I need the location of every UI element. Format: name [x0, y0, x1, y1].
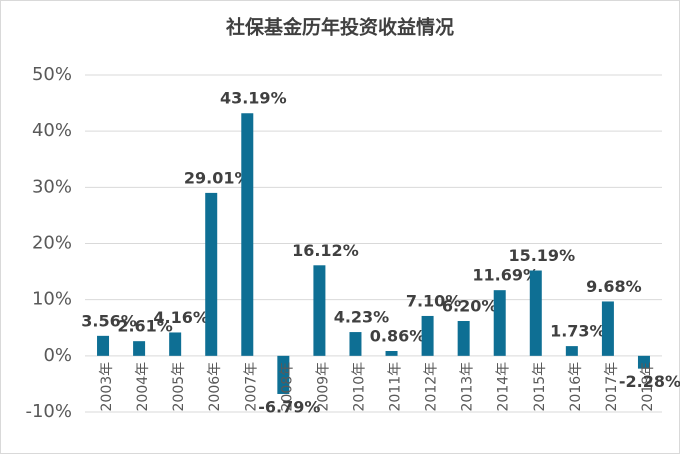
bar [529, 270, 542, 356]
x-tick-label: 2005年 [171, 362, 187, 412]
value-label: 4.16% [153, 308, 209, 327]
y-tick-label: 0% [43, 345, 72, 366]
value-label: 11.69% [472, 266, 539, 285]
value-label: 16.12% [292, 241, 359, 260]
y-tick-label: 10% [32, 289, 72, 310]
y-tick-label: 40% [32, 120, 72, 141]
x-tick-label: 2014年 [496, 362, 512, 412]
value-label: 43.19% [220, 89, 287, 108]
bar [637, 355, 650, 369]
value-label: 0.86% [370, 327, 426, 346]
value-label: 29.01% [184, 168, 251, 187]
bar [169, 332, 182, 356]
bar [421, 315, 434, 356]
x-tick-label: 2009年 [315, 362, 331, 412]
bar [385, 351, 398, 356]
bar [205, 192, 218, 356]
value-label: 2.61% [117, 317, 173, 336]
x-tick-label: 2008年 [279, 362, 295, 412]
value-label: 4.23% [334, 308, 390, 327]
x-tick-label: 2010年 [351, 362, 367, 412]
x-tick-label: 2016年 [568, 362, 584, 412]
value-label: 7.10% [406, 291, 462, 310]
x-tick-label: 2013年 [460, 362, 476, 412]
value-label: 6.20% [442, 297, 498, 316]
bar [97, 335, 110, 356]
x-tick-label: 2011年 [388, 362, 404, 412]
y-tick-label: 50% [32, 64, 72, 85]
x-tick-label: 2007年 [243, 362, 259, 412]
value-label: 9.68% [586, 277, 642, 296]
value-label: -2.28% [619, 372, 680, 391]
y-tick-label: 20% [32, 233, 72, 254]
bar [457, 321, 470, 356]
value-label: 15.19% [508, 246, 575, 265]
bar [277, 355, 290, 394]
x-tick-label: 2018年 [640, 362, 656, 412]
x-tick-label: 2015年 [532, 362, 548, 412]
bar [493, 290, 506, 356]
y-tick-label: 30% [32, 176, 72, 197]
bar [133, 341, 146, 356]
value-label: -6.79% [258, 397, 320, 416]
bar [313, 265, 326, 356]
bar [349, 332, 362, 356]
x-tick-label: 2006年 [207, 362, 223, 412]
x-tick-label: 2003年 [99, 362, 115, 412]
bar [601, 301, 614, 356]
y-tick-label: -10% [25, 401, 72, 422]
x-tick-label: 2004年 [135, 362, 151, 412]
bar [565, 346, 578, 356]
value-label: 1.73% [550, 322, 606, 341]
x-tick-label: 2017年 [604, 362, 620, 412]
x-tick-label: 2012年 [424, 362, 440, 412]
chart-title: 社保基金历年投资收益情况 [225, 16, 454, 39]
value-label: 3.56% [81, 311, 137, 330]
bar [241, 113, 254, 356]
